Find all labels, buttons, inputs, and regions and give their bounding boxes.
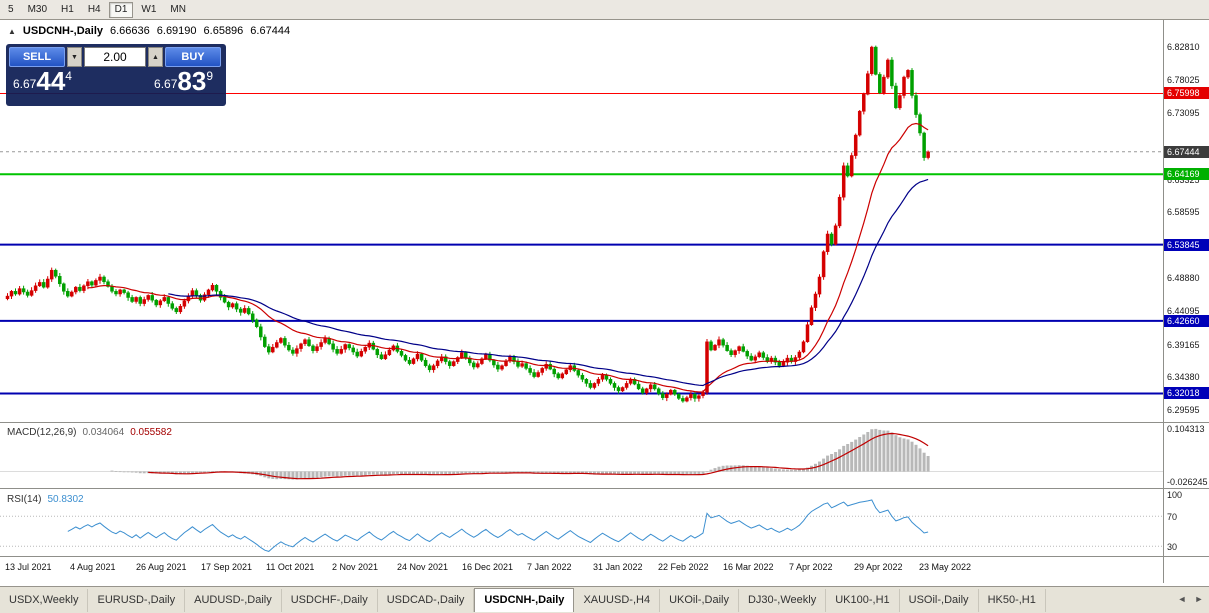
chart-tab[interactable]: HK50-,H1 — [979, 588, 1046, 612]
timeframe-button-m30[interactable]: M30 — [22, 2, 53, 18]
rsi-chart[interactable] — [0, 490, 1209, 556]
chart-tab[interactable]: USOil-,Daily — [900, 588, 979, 612]
chart-tab[interactable]: USDX,Weekly — [0, 588, 89, 612]
panel-divider[interactable] — [0, 422, 1209, 423]
price-tick-label: 6.39165 — [1167, 340, 1200, 350]
chart-tab[interactable]: AUDUSD-,Daily — [185, 588, 282, 612]
date-label: 24 Nov 2021 — [397, 562, 449, 572]
timeframe-button-w1[interactable]: W1 — [135, 2, 162, 18]
chart-tab[interactable]: DJ30-,Weekly — [739, 588, 827, 612]
one-click-collapse-icon[interactable]: ▲ — [8, 26, 16, 36]
chart-tab[interactable]: EURUSD-,Daily — [88, 588, 186, 612]
macd-header: MACD(12,26,9) 0.034064 0.055582 — [7, 427, 172, 438]
price-tick-label: 6.48880 — [1167, 273, 1200, 283]
price-badge: 6.32018 — [1164, 387, 1209, 399]
panel-divider[interactable] — [0, 488, 1209, 489]
rsi-value: 50.8302 — [47, 494, 84, 505]
timeframe-button-mn[interactable]: MN — [164, 2, 192, 18]
chart-tab[interactable]: USDCAD-,Daily — [378, 588, 475, 612]
date-label: 13 Jul 2021 — [5, 562, 52, 572]
chart-header: ▲ USDCNH-,Daily 6.66636 6.69190 6.65896 … — [8, 25, 290, 37]
date-label: 29 Apr 2022 — [854, 562, 903, 572]
chart-symbol-label: USDCNH-,Daily — [22, 25, 103, 37]
buy-price-pips: 83 — [177, 66, 207, 96]
price-tick-label: 6.44095 — [1167, 306, 1200, 316]
price-tick-label: 6.73095 — [1167, 108, 1200, 118]
date-label: 17 Sep 2021 — [201, 562, 253, 572]
date-label: 23 May 2022 — [919, 562, 972, 572]
date-label: 31 Jan 2022 — [593, 562, 643, 572]
price-badge: 6.75998 — [1164, 87, 1209, 99]
macd-axis-label: 0.104313 — [1167, 424, 1205, 434]
timeframe-button-h1[interactable]: H1 — [55, 2, 80, 18]
chart-tab[interactable]: UKOil-,Daily — [660, 588, 739, 612]
buy-price-bigfigure: 6.67 — [154, 76, 178, 91]
buy-price: 6.67 83 9 — [154, 66, 213, 96]
tab-scroll-left-icon[interactable]: ◄ — [1174, 591, 1190, 607]
buy-button[interactable]: BUY — [165, 47, 221, 67]
macd-label: MACD(12,26,9) — [7, 427, 77, 438]
macd-signal-value: 0.055582 — [130, 427, 172, 438]
volume-input[interactable] — [84, 47, 146, 67]
up-arrow-icon: ▲ — [152, 53, 159, 61]
price-badge: 6.42660 — [1164, 315, 1209, 327]
sell-price-bigfigure: 6.67 — [13, 76, 37, 91]
rsi-axis-label: 70 — [1167, 512, 1178, 522]
chart-tab[interactable]: USDCNH-,Daily — [474, 588, 575, 612]
date-label: 7 Jan 2022 — [527, 562, 572, 572]
date-axis[interactable]: 13 Jul 2021 4 Aug 2021 26 Aug 2021 17 Sep 2… — [0, 557, 1163, 583]
chart-tab[interactable]: USDCHF-,Daily — [282, 588, 378, 612]
chart-tab[interactable]: XAUUSD-,H4 — [574, 588, 661, 612]
date-label: 2 Nov 2021 — [332, 562, 379, 572]
timeframe-button-d1[interactable]: D1 — [108, 1, 134, 18]
price-badge: 6.64169 — [1164, 168, 1209, 180]
price-tick-label: 6.82810 — [1167, 42, 1200, 52]
rsi-label: RSI(14) — [7, 494, 42, 505]
chart-tab[interactable]: UK100-,H1 — [826, 588, 900, 612]
ohlc-high-value: 6.69190 — [156, 25, 197, 37]
price-tick-label: 6.58595 — [1167, 207, 1200, 217]
sell-price-pips: 44 — [36, 66, 66, 96]
timeframe-button-h4[interactable]: H4 — [82, 2, 107, 18]
date-label: 26 Aug 2021 — [136, 562, 187, 572]
price-badge: 6.53845 — [1164, 239, 1209, 251]
price-tick-label: 6.34380 — [1167, 372, 1200, 382]
ohlc-open-value: 6.66636 — [110, 25, 150, 37]
date-label: 4 Aug 2021 — [70, 562, 116, 572]
down-arrow-icon: ▼ — [71, 53, 78, 61]
price-axis-border — [1163, 20, 1164, 583]
volume-increase-button[interactable]: ▲ — [148, 47, 163, 67]
sell-price-fraction: 4 — [65, 69, 72, 83]
buy-price-fraction: 9 — [206, 69, 213, 83]
rsi-axis-label: 100 — [1167, 490, 1183, 500]
ohlc-low-value: 6.65896 — [203, 25, 244, 37]
tab-scroll-right-icon[interactable]: ► — [1191, 591, 1207, 607]
price-tick-label: 6.78025 — [1167, 75, 1200, 85]
ohlc-close-value: 6.67444 — [250, 25, 291, 37]
timeframe-button-5[interactable]: 5 — [2, 2, 20, 18]
tab-scroll-controls: ◄ ► — [1174, 591, 1207, 607]
rsi-axis-label: 30 — [1167, 542, 1178, 552]
one-click-trading-panel: SELL ▼ ▲ BUY 6.67 44 4 6.67 83 9 — [6, 44, 226, 106]
main-price-chart[interactable] — [0, 20, 1209, 422]
sell-price: 6.67 44 4 — [13, 66, 72, 96]
sell-button[interactable]: SELL — [9, 47, 65, 67]
date-label: 16 Dec 2021 — [462, 562, 514, 572]
date-label: 16 Mar 2022 — [723, 562, 774, 572]
timeframe-toolbar: 5 M30 H1 H4 D1 W1 MN — [0, 0, 1209, 20]
price-tick-label: 6.29595 — [1167, 405, 1200, 415]
volume-decrease-button[interactable]: ▼ — [67, 47, 82, 67]
macd-axis-label: -0.026245 — [1167, 477, 1208, 487]
macd-chart[interactable] — [0, 423, 1209, 488]
date-label: 7 Apr 2022 — [789, 562, 833, 572]
macd-main-value: 0.034064 — [82, 427, 125, 438]
price-badge: 6.67444 — [1164, 146, 1209, 158]
rsi-header: RSI(14) 50.8302 — [7, 494, 84, 505]
price-tick-label: 6.63325 — [1167, 175, 1200, 185]
time-axis-border — [0, 556, 1209, 557]
chart-tab-bar: USDX,Weekly EURUSD-,Daily AUDUSD-,Daily USD… — [0, 586, 1209, 613]
date-label: 22 Feb 2022 — [658, 562, 709, 572]
date-label: 11 Oct 2021 — [266, 562, 315, 572]
